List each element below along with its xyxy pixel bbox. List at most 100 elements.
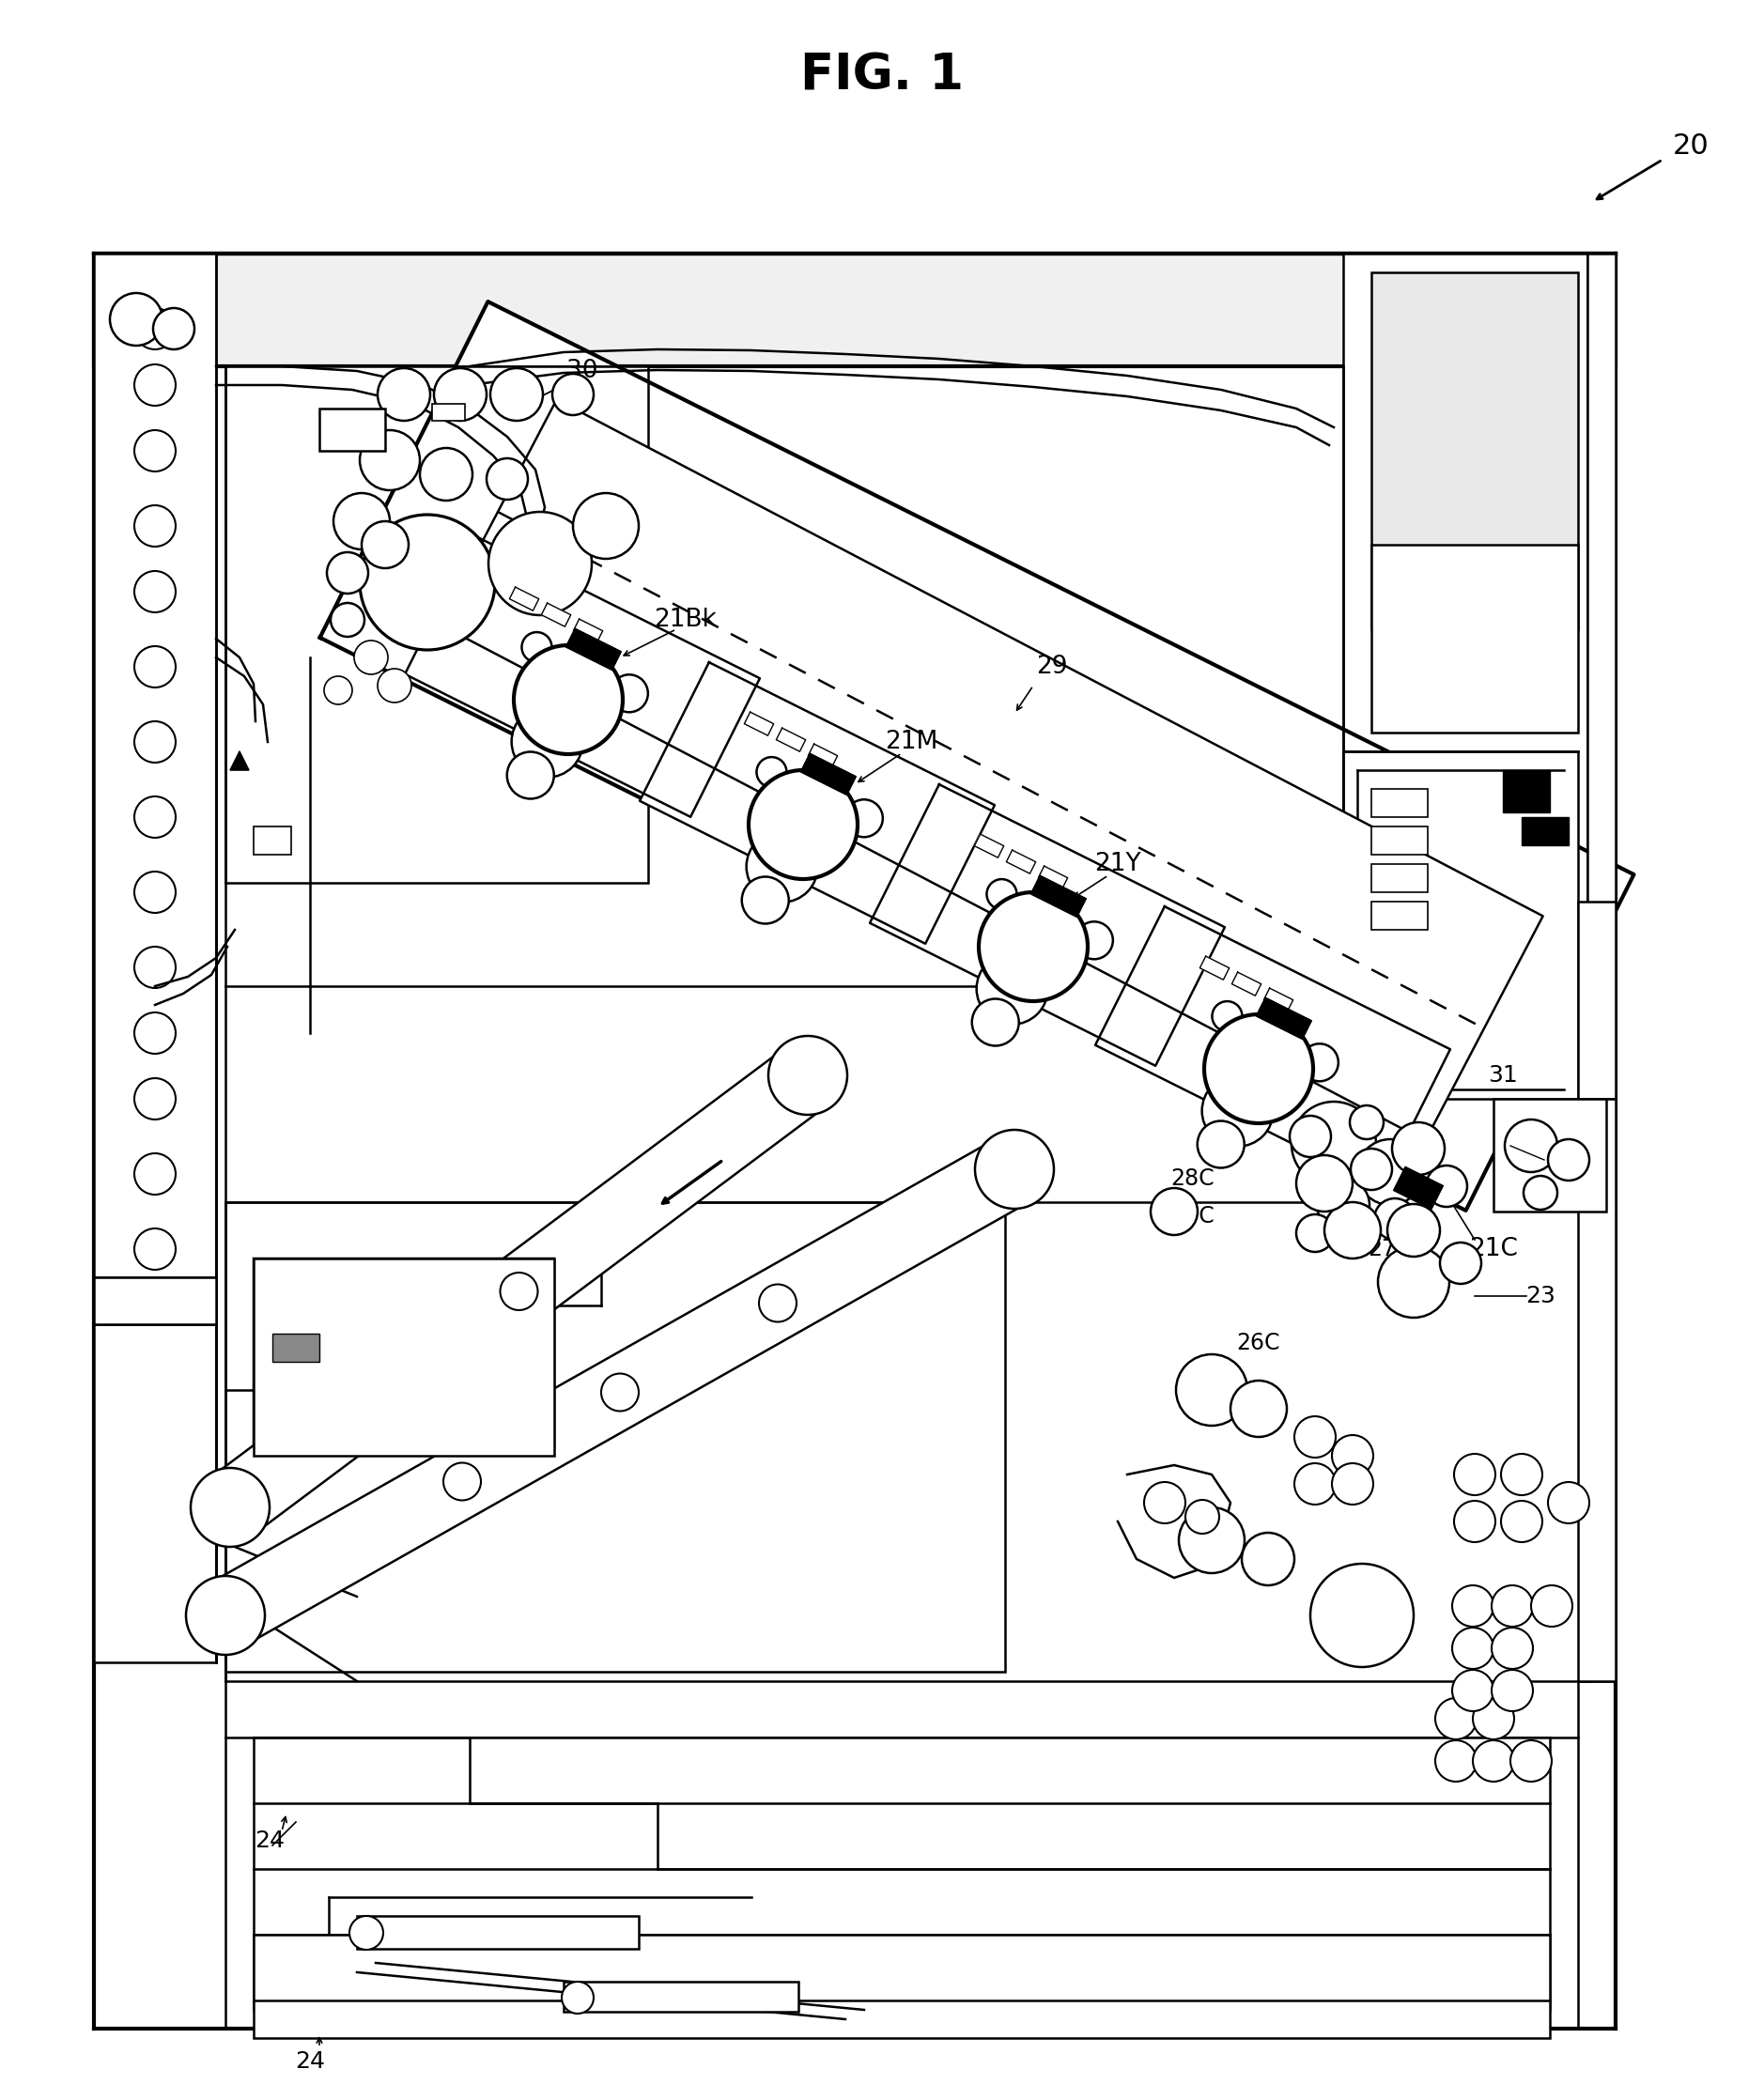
Circle shape: [443, 1464, 482, 1499]
Circle shape: [1205, 1014, 1312, 1124]
Polygon shape: [744, 712, 774, 735]
Circle shape: [986, 880, 1016, 909]
Text: 21M: 21M: [884, 729, 938, 754]
Circle shape: [1492, 1670, 1533, 1712]
Circle shape: [377, 668, 411, 704]
Circle shape: [1318, 1178, 1369, 1231]
Circle shape: [134, 1012, 176, 1054]
Circle shape: [1387, 1203, 1439, 1256]
Circle shape: [1349, 1105, 1383, 1138]
Circle shape: [972, 1000, 1020, 1046]
Bar: [1342, 752, 1579, 1098]
Text: 21C: 21C: [1469, 1237, 1517, 1262]
Circle shape: [506, 752, 554, 798]
Bar: [1588, 254, 1616, 1098]
Bar: [1342, 254, 1616, 911]
Polygon shape: [1039, 865, 1067, 890]
Circle shape: [1501, 1453, 1542, 1495]
Circle shape: [1076, 922, 1113, 960]
FancyBboxPatch shape: [254, 1258, 554, 1447]
Polygon shape: [566, 628, 621, 670]
Bar: [563, 1982, 799, 2012]
Circle shape: [512, 706, 582, 777]
Circle shape: [1332, 1464, 1372, 1504]
Text: 21Y: 21Y: [1094, 853, 1141, 876]
Bar: [254, 1737, 1551, 2010]
Circle shape: [134, 571, 176, 613]
Circle shape: [746, 832, 818, 903]
Circle shape: [134, 647, 176, 687]
Circle shape: [134, 309, 176, 349]
Circle shape: [1332, 1434, 1372, 1476]
Circle shape: [1291, 1103, 1376, 1186]
Circle shape: [134, 430, 176, 473]
Circle shape: [1231, 1380, 1286, 1436]
Circle shape: [377, 368, 430, 420]
Circle shape: [975, 1130, 1053, 1210]
Circle shape: [1374, 1199, 1415, 1239]
Circle shape: [1177, 1354, 1247, 1426]
Circle shape: [1473, 1699, 1514, 1739]
Circle shape: [1242, 1533, 1295, 1586]
Text: 21Bk: 21Bk: [654, 607, 718, 632]
Circle shape: [1295, 1464, 1335, 1504]
Polygon shape: [208, 1046, 829, 1535]
Text: 26C: 26C: [1237, 1331, 1281, 1354]
Circle shape: [134, 506, 176, 546]
Circle shape: [561, 1982, 594, 2014]
Circle shape: [743, 876, 789, 924]
Polygon shape: [1030, 876, 1087, 918]
Circle shape: [1492, 1628, 1533, 1670]
Circle shape: [1549, 1483, 1589, 1522]
Text: 24: 24: [295, 2050, 325, 2073]
Circle shape: [501, 1273, 538, 1310]
Bar: [432, 403, 466, 420]
Text: 22: 22: [416, 1331, 448, 1354]
Circle shape: [191, 1468, 270, 1548]
Circle shape: [610, 674, 647, 712]
Circle shape: [420, 447, 473, 500]
Circle shape: [1454, 1502, 1496, 1541]
Polygon shape: [801, 754, 856, 796]
Circle shape: [1357, 1138, 1424, 1205]
Polygon shape: [1200, 956, 1230, 981]
Bar: [1371, 901, 1427, 930]
Polygon shape: [1263, 989, 1293, 1012]
Circle shape: [1439, 1243, 1482, 1283]
Circle shape: [1510, 1741, 1552, 1781]
Text: 20: 20: [1672, 132, 1709, 160]
Bar: [93, 254, 1616, 365]
Polygon shape: [406, 536, 760, 817]
Circle shape: [1378, 1245, 1450, 1317]
Circle shape: [349, 1915, 383, 1949]
Circle shape: [759, 1285, 797, 1321]
Circle shape: [1145, 1483, 1185, 1522]
Circle shape: [977, 953, 1048, 1025]
Polygon shape: [974, 834, 1004, 857]
Circle shape: [748, 771, 857, 880]
Circle shape: [326, 552, 369, 594]
Polygon shape: [319, 302, 1633, 1210]
Polygon shape: [510, 588, 538, 611]
Circle shape: [1531, 1586, 1572, 1628]
Bar: [226, 1201, 1005, 1672]
Circle shape: [1297, 1155, 1353, 1212]
Circle shape: [134, 1077, 176, 1119]
Circle shape: [1436, 1699, 1476, 1739]
Circle shape: [1297, 1214, 1334, 1252]
Polygon shape: [573, 620, 603, 643]
Circle shape: [355, 640, 388, 674]
Text: 29: 29: [1035, 655, 1067, 678]
Circle shape: [1425, 1166, 1468, 1208]
Circle shape: [1452, 1670, 1494, 1712]
Bar: [272, 1334, 319, 1361]
Circle shape: [1325, 1201, 1381, 1258]
Text: FIG. 1: FIG. 1: [801, 50, 963, 99]
Circle shape: [330, 603, 365, 636]
Bar: [1503, 771, 1551, 813]
Circle shape: [1505, 1119, 1558, 1172]
Polygon shape: [776, 729, 806, 752]
Circle shape: [360, 430, 420, 489]
Polygon shape: [1394, 1168, 1443, 1210]
Circle shape: [134, 872, 176, 914]
